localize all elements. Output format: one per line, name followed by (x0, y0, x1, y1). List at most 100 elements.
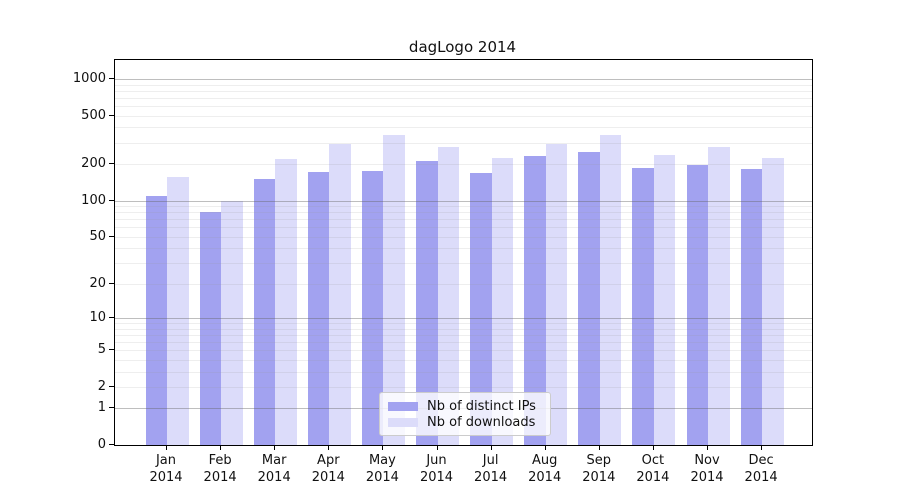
x-tick-month: Mar (261, 453, 287, 468)
bar-downloads (491, 158, 514, 445)
y-tick-mark (109, 407, 114, 409)
y-tick-label: 10 (89, 309, 106, 325)
y-major-gridline (115, 200, 812, 202)
x-tick-year: 2014 (744, 470, 778, 485)
x-tick-label: Aug 2014 (510, 452, 580, 486)
y-minor-gridline (115, 341, 812, 343)
y-minor-gridline (115, 359, 812, 361)
bar-distinct-ips (253, 179, 276, 445)
y-tick-mark (109, 77, 114, 79)
bar-distinct-ips (307, 171, 330, 445)
bar-distinct-ips (145, 195, 167, 445)
y-tick-mark (109, 444, 114, 445)
x-tick-year: 2014 (582, 470, 616, 485)
chart-title: dagLogo 2014 (408, 38, 517, 56)
x-tick-label: Dec 2014 (726, 452, 796, 486)
y-tick-mark (109, 114, 114, 116)
x-tick-label: Apr 2014 (293, 452, 363, 486)
y-minor-gridline (115, 227, 812, 229)
x-tick-month: May (368, 453, 396, 468)
y-minor-gridline (115, 206, 812, 207)
x-tick-month: Apr (317, 453, 340, 468)
y-minor-gridline (115, 106, 812, 107)
x-tick-mark (328, 445, 330, 450)
x-tick-year: 2014 (257, 470, 291, 485)
y-tick-label: 2 (97, 378, 106, 394)
x-tick-label: Nov 2014 (672, 452, 742, 486)
legend-item-distinct-ips: Nb of distinct IPs (388, 398, 542, 414)
x-tick-month: Jul (482, 453, 499, 468)
x-tick-label: Feb 2014 (185, 452, 255, 486)
y-minor-gridline (115, 84, 812, 86)
x-tick-mark (274, 445, 276, 450)
x-tick-year: 2014 (474, 470, 508, 485)
x-tick-month: Oct (641, 453, 665, 468)
x-tick-year: 2014 (528, 470, 562, 485)
x-tick-month: Sep (586, 453, 612, 468)
y-tick-mark (109, 385, 114, 387)
x-tick-year: 2014 (149, 470, 183, 485)
x-tick-label: Sep 2014 (564, 452, 634, 486)
bar-downloads (329, 144, 351, 445)
bar-downloads (653, 155, 676, 445)
y-tick-label: 200 (81, 156, 106, 171)
bar-distinct-ips (416, 161, 438, 445)
x-tick-year: 2014 (311, 470, 345, 485)
legend-swatch-downloads (388, 417, 418, 427)
bar-distinct-ips (470, 173, 492, 445)
bar-downloads (167, 177, 189, 445)
x-tick-year: 2014 (365, 470, 399, 485)
y-tick-mark (109, 282, 114, 284)
legend-swatch-distinct-ips (388, 401, 418, 411)
x-tick-label: Jul 2014 (456, 452, 526, 486)
x-tick-mark (436, 445, 438, 450)
y-minor-gridline (115, 212, 812, 214)
x-tick-mark (220, 445, 222, 450)
x-tick-label: May 2014 (347, 452, 417, 486)
legend-item-downloads: Nb of downloads (388, 414, 542, 430)
x-tick-month: Dec (748, 453, 774, 468)
x-tick-mark (761, 445, 763, 450)
x-tick-month: Jan (155, 453, 177, 468)
x-tick-year: 2014 (636, 470, 670, 485)
bar-downloads (599, 135, 622, 445)
y-minor-gridline (115, 371, 812, 373)
y-minor-gridline (115, 283, 812, 285)
y-tick-mark (109, 199, 114, 201)
y-major-gridline (115, 317, 812, 319)
bar-distinct-ips (632, 168, 654, 445)
x-tick-label: Jun 2014 (402, 452, 472, 486)
y-tick-label: 1000 (72, 70, 106, 86)
bar-downloads (762, 157, 784, 445)
y-minor-gridline (115, 115, 812, 117)
bar-distinct-ips (199, 212, 222, 445)
x-tick-month: Jun (426, 453, 447, 468)
legend-label-downloads: Nb of downloads (427, 414, 536, 430)
x-tick-year: 2014 (419, 470, 454, 485)
y-tick-label: 0 (97, 437, 106, 452)
y-minor-gridline (115, 164, 812, 165)
x-tick-month: Feb (208, 453, 232, 468)
bar-downloads (545, 143, 568, 445)
x-tick-mark (544, 445, 546, 450)
y-minor-gridline (115, 334, 812, 336)
legend: Nb of distinct IPs Nb of downloads (379, 392, 551, 436)
bar-downloads (221, 200, 243, 445)
bar-distinct-ips (578, 152, 600, 445)
bar-downloads (708, 146, 730, 445)
x-tick-year: 2014 (690, 470, 724, 485)
x-tick-month: Aug (531, 453, 558, 468)
bar-distinct-ips (361, 170, 384, 445)
y-tick-mark (109, 163, 114, 164)
x-tick-label: Mar 2014 (239, 452, 309, 486)
y-minor-gridline (115, 97, 812, 99)
x-tick-mark (490, 445, 492, 450)
x-tick-label: Oct 2014 (618, 452, 688, 486)
y-minor-gridline (115, 350, 812, 352)
y-tick-label: 20 (89, 275, 106, 291)
y-tick-label: 1 (97, 400, 106, 416)
y-tick-label: 100 (81, 192, 106, 208)
y-minor-gridline (115, 248, 812, 250)
bar-distinct-ips (740, 169, 763, 445)
